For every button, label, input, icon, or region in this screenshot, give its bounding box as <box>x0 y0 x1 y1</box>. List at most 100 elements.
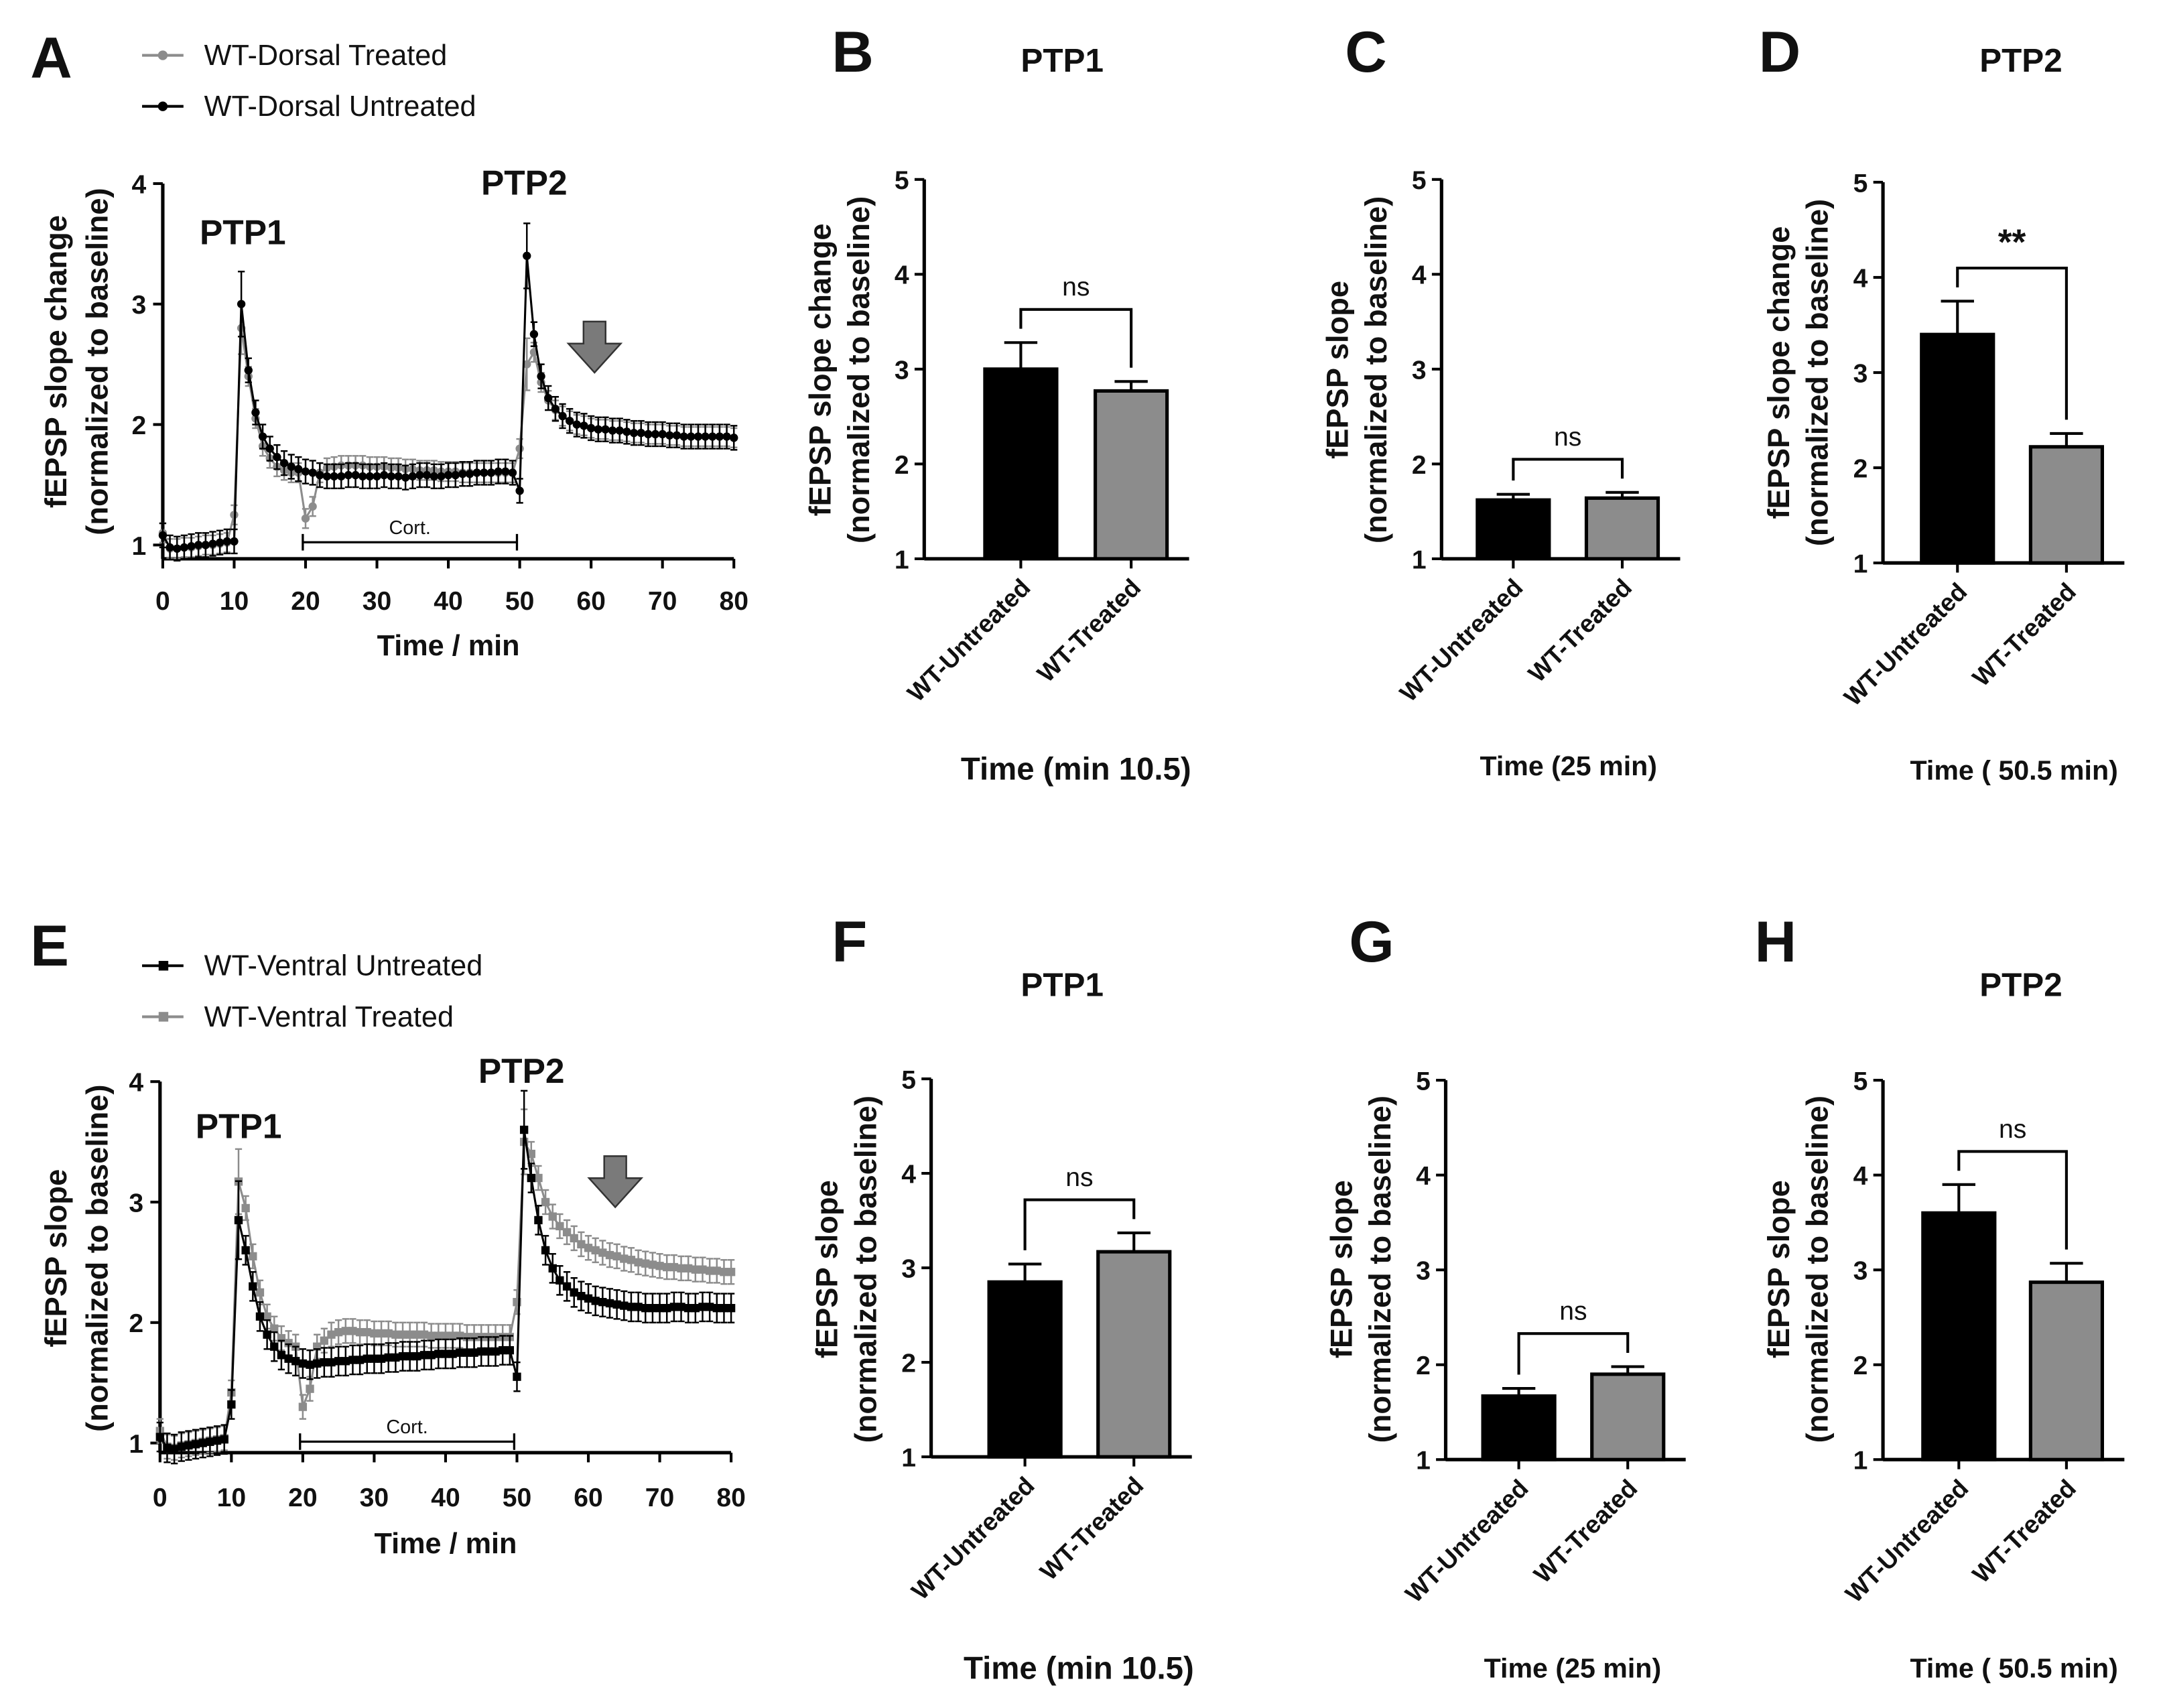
data-point <box>669 1303 679 1311</box>
x-tick-label: WT-Treated <box>1967 577 2081 692</box>
panel-label: C <box>1345 20 1386 84</box>
data-point <box>194 541 203 549</box>
data-point <box>227 1400 236 1409</box>
x-tick-label: WT-Untreated <box>906 1471 1040 1605</box>
data-point <box>627 1303 636 1311</box>
y-tick-label: 1 <box>1853 550 1868 579</box>
data-point <box>486 468 496 477</box>
data-point <box>584 1244 593 1252</box>
x-tick-label: 50 <box>503 1484 532 1512</box>
y-axis-label: fEPSP slope change <box>1762 226 1796 519</box>
data-point <box>598 1298 607 1307</box>
data-point <box>355 1356 365 1364</box>
data-point <box>384 1353 393 1362</box>
data-point <box>586 423 596 433</box>
data-point <box>534 1173 543 1183</box>
y-tick-label: 5 <box>1853 1067 1868 1096</box>
data-point <box>422 470 432 480</box>
data-point <box>377 1354 386 1363</box>
data-point <box>401 473 410 482</box>
y-tick-label: 3 <box>901 1255 916 1284</box>
data-point <box>505 1345 515 1355</box>
data-point <box>648 1304 657 1313</box>
data-point <box>391 1330 400 1339</box>
panel-label: D <box>1759 20 1800 84</box>
data-point <box>279 458 289 468</box>
data-point <box>555 1276 564 1285</box>
data-point <box>605 1250 614 1260</box>
data-point <box>448 1331 457 1340</box>
data-point <box>458 470 467 478</box>
data-point <box>534 1216 543 1225</box>
data-point <box>201 541 210 549</box>
x-tick-label: WT-Treated <box>1967 1474 2081 1589</box>
y-tick-label: 1 <box>1412 545 1427 574</box>
x-axis-label: Time (min 10.5) <box>961 751 1191 787</box>
cort-label: Cort. <box>389 517 430 539</box>
y-axis-label: (normalized to baseline) <box>848 1096 882 1443</box>
data-point <box>334 1327 343 1337</box>
data-point <box>527 1149 535 1159</box>
data-point <box>612 1300 621 1309</box>
x-tick-label: 70 <box>645 1484 675 1512</box>
panel-b: B PTP1 1 2 3 4 5 fEPSP slope change (normalized … <box>803 20 1191 787</box>
data-point <box>548 1264 557 1273</box>
x-tick-label: 30 <box>363 587 392 616</box>
data-point <box>249 1282 257 1291</box>
x-tick-label: WT-Treated <box>1522 573 1637 687</box>
y-axis-label: fEPSP slope <box>39 1169 73 1348</box>
data-point <box>523 360 531 369</box>
significance-bracket <box>1517 1332 1630 1375</box>
data-point <box>334 1357 343 1366</box>
y-axis-label: fEPSP slope change <box>803 223 837 516</box>
y-axis-label: fEPSP slope <box>1320 281 1354 459</box>
significance-label: ns <box>1999 1115 2026 1144</box>
data-point <box>705 1303 714 1311</box>
data-point <box>405 1352 414 1361</box>
y-tick-label: 2 <box>129 1309 143 1338</box>
data-point <box>584 1294 593 1303</box>
panel-d: D PTP2 1 2 3 4 5 fEPSP slope change (normalized … <box>1759 20 2125 785</box>
data-point <box>301 514 310 523</box>
panel-c: C 1 2 3 4 5 fEPSP slope (normalized to baseline… <box>1320 20 1681 781</box>
data-point <box>577 1292 586 1301</box>
data-point <box>358 472 367 481</box>
y-axis-label: (normalized to baseline) <box>1800 1096 1835 1443</box>
data-point <box>726 1304 736 1313</box>
data-point <box>251 408 260 417</box>
data-point <box>298 1402 308 1411</box>
data-point <box>405 1330 414 1339</box>
data-point <box>441 1350 450 1358</box>
data-point <box>313 1359 322 1368</box>
data-point <box>370 1354 379 1363</box>
y-tick-label: 1 <box>131 532 146 561</box>
y-tick-label: 1 <box>1853 1447 1868 1475</box>
y-tick-label: 2 <box>1853 1352 1868 1380</box>
y-tick-label: 4 <box>901 1160 916 1189</box>
ptp2-label: PTP2 <box>478 1051 565 1090</box>
panel-h: H PTP2 1 2 3 4 5 fEPSP slope (normalized to base… <box>1755 910 2125 1684</box>
data-point <box>515 444 524 453</box>
data-point <box>370 1329 379 1338</box>
data-point <box>730 434 738 442</box>
significance-bracket <box>1023 1198 1136 1250</box>
y-tick-label: 2 <box>895 451 909 480</box>
y-axis-label: (normalized to baseline) <box>80 1085 115 1432</box>
data-point <box>484 1347 493 1356</box>
data-point <box>499 1345 507 1355</box>
data-point <box>291 1357 300 1366</box>
data-point <box>215 538 224 547</box>
y-tick-label: 2 <box>1416 1352 1431 1380</box>
x-axis-label: Time ( 50.5 min) <box>1910 754 2118 785</box>
x-tick-label: WT-Treated <box>1031 573 1146 687</box>
data-point <box>437 472 446 481</box>
data-point <box>637 428 645 438</box>
data-point <box>501 467 510 476</box>
ptp2-label: PTP2 <box>481 163 568 202</box>
data-point <box>687 432 696 441</box>
bar-wt-treated <box>2028 1280 2104 1461</box>
data-point <box>187 541 196 551</box>
data-point <box>434 1331 443 1340</box>
data-point <box>691 1304 700 1313</box>
panel-label: E <box>30 914 69 978</box>
